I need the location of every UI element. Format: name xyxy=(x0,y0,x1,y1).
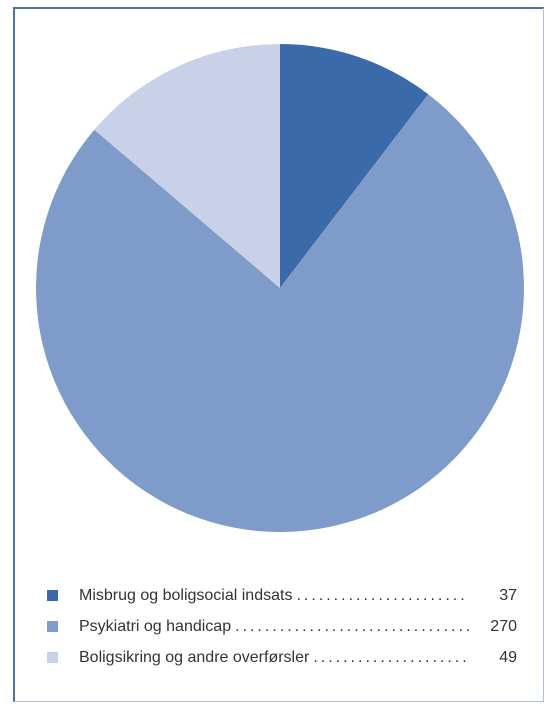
pie-chart xyxy=(36,44,525,532)
leader-dots: ........................................… xyxy=(235,617,469,635)
pie-slice-boligsikring xyxy=(94,44,280,288)
legend-label: Misbrug og boligsocial indsats xyxy=(79,586,293,604)
pie-slice-psykiatri xyxy=(36,94,525,532)
leader-dots: ........................................… xyxy=(296,586,469,604)
leader-dots: ........................................… xyxy=(313,648,469,666)
legend-swatch xyxy=(47,621,58,632)
legend-value: 270 xyxy=(490,617,517,635)
legend-swatch xyxy=(47,590,58,601)
legend-value: 49 xyxy=(499,648,517,666)
legend-item-boligsikring: Boligsikring og andre overførsler ......… xyxy=(47,642,517,673)
legend-item-psykiatri: Psykiatri og handicap ..................… xyxy=(47,611,517,642)
legend-label: Boligsikring og andre overførsler xyxy=(79,648,310,666)
legend-swatch xyxy=(47,652,58,663)
legend-item-misbrug: Misbrug og boligsocial indsats .........… xyxy=(47,580,517,611)
legend-value: 37 xyxy=(499,586,517,604)
pie-slice-misbrug xyxy=(280,44,429,288)
legend-label: Psykiatri og handicap xyxy=(79,617,232,635)
legend: Misbrug og boligsocial indsats .........… xyxy=(47,580,517,673)
